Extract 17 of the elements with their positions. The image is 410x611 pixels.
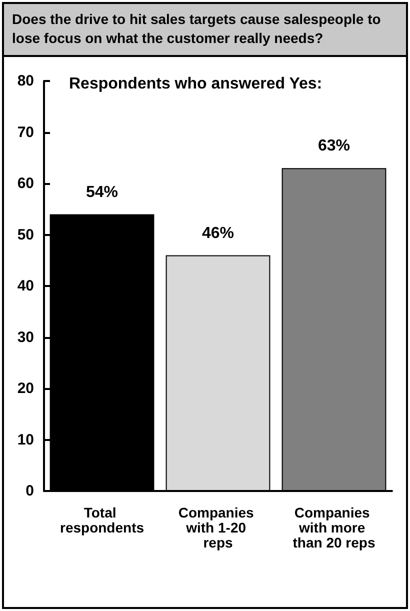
y-tick-label: 20 — [17, 380, 34, 397]
data-label: 46% — [202, 224, 234, 242]
y-tick-label: 40 — [17, 278, 34, 294]
x-tick-label: Companies with 1-20 reps — [178, 504, 258, 550]
y-tick-label: 10 — [17, 431, 34, 448]
data-label: 54% — [86, 184, 118, 201]
data-label: 63% — [318, 138, 350, 155]
y-tick-label: 0 — [26, 482, 34, 500]
y-tick-label: 50 — [17, 226, 34, 244]
y-tick-label: 60 — [17, 175, 34, 192]
y-tick-label: 70 — [17, 124, 34, 141]
chart-title: Does the drive to hit sales targets cause salespeople to lose focus on what the customer really needs? — [4, 4, 406, 57]
x-tick-label: Companies with more than 20 reps — [292, 504, 376, 550]
x-tick-label: Total respondents — [60, 504, 144, 536]
y-tick-label: 30 — [17, 328, 34, 346]
chart-subtitle: Respondents who answered Yes: — [69, 76, 322, 92]
y-tick-label: 80 — [17, 72, 34, 90]
